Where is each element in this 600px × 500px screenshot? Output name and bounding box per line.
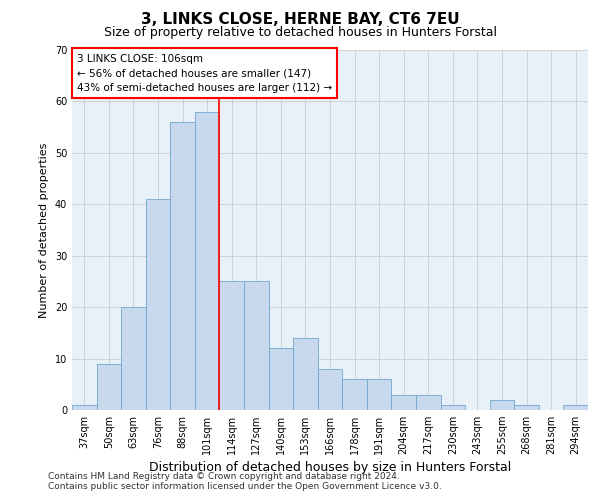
Bar — [244, 282, 269, 410]
Bar — [416, 394, 440, 410]
Bar — [563, 405, 588, 410]
Text: Size of property relative to detached houses in Hunters Forstal: Size of property relative to detached ho… — [104, 26, 497, 39]
Bar — [440, 405, 465, 410]
Bar — [391, 394, 416, 410]
Bar — [514, 405, 539, 410]
Bar — [146, 199, 170, 410]
Bar — [220, 282, 244, 410]
Bar — [318, 369, 342, 410]
Text: 3 LINKS CLOSE: 106sqm
← 56% of detached houses are smaller (147)
43% of semi-det: 3 LINKS CLOSE: 106sqm ← 56% of detached … — [77, 54, 332, 93]
Bar — [269, 348, 293, 410]
Bar — [195, 112, 220, 410]
Bar — [121, 307, 146, 410]
Y-axis label: Number of detached properties: Number of detached properties — [39, 142, 49, 318]
Bar — [490, 400, 514, 410]
Bar — [342, 379, 367, 410]
Bar — [97, 364, 121, 410]
X-axis label: Distribution of detached houses by size in Hunters Forstal: Distribution of detached houses by size … — [149, 462, 511, 474]
Bar — [170, 122, 195, 410]
Bar — [293, 338, 318, 410]
Text: Contains public sector information licensed under the Open Government Licence v3: Contains public sector information licen… — [48, 482, 442, 491]
Text: Contains HM Land Registry data © Crown copyright and database right 2024.: Contains HM Land Registry data © Crown c… — [48, 472, 400, 481]
Bar — [72, 405, 97, 410]
Text: 3, LINKS CLOSE, HERNE BAY, CT6 7EU: 3, LINKS CLOSE, HERNE BAY, CT6 7EU — [140, 12, 460, 28]
Bar — [367, 379, 391, 410]
